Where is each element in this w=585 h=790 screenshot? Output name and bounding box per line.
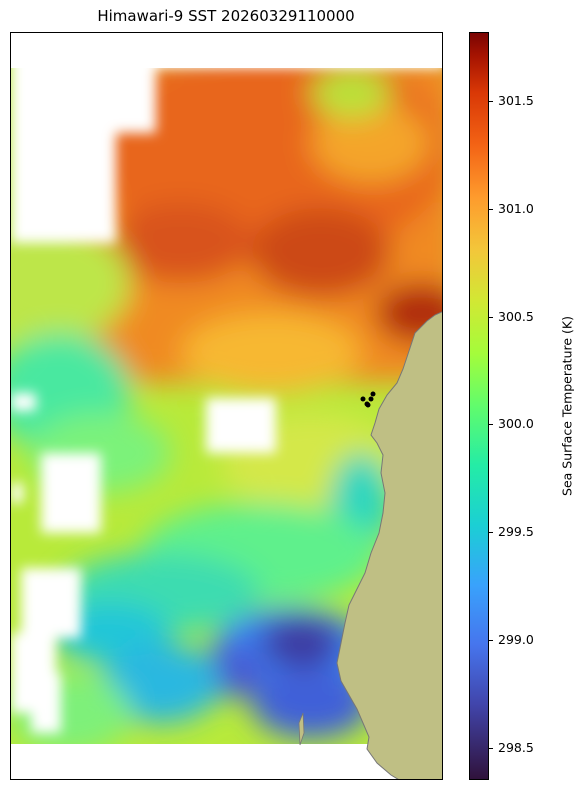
colorbar-tick-label: 298.5 <box>498 739 534 755</box>
colorbar-tick-label: 300.5 <box>498 308 534 324</box>
sst-map-canvas <box>11 68 442 779</box>
station-markers <box>360 391 376 408</box>
colorbar-tick-label: 299.5 <box>498 524 534 540</box>
sst-map[interactable] <box>10 32 443 780</box>
colorbar-tick-mark <box>489 208 493 210</box>
colorbar-tick-mark <box>489 100 493 102</box>
colorbar-tick-mark <box>489 316 493 318</box>
colorbar-tick-label: 301.5 <box>498 92 534 108</box>
colorbar-tick-mark <box>489 747 493 749</box>
colorbar-tick-mark <box>489 532 493 534</box>
colorbar-tick-label: 299.0 <box>498 631 534 647</box>
colorbar-label: Sea Surface Temperature (K) <box>559 316 575 496</box>
map-title: Himawari-9 SST 20260329110000 <box>97 7 355 25</box>
colorbar <box>469 32 489 780</box>
colorbar-tick-label: 300.0 <box>498 416 534 432</box>
colorbar-tick-mark <box>489 639 493 641</box>
coastline-land <box>336 311 442 779</box>
colorbar-tick-label: 301.0 <box>498 200 534 216</box>
colorbar-tick-mark <box>489 424 493 426</box>
